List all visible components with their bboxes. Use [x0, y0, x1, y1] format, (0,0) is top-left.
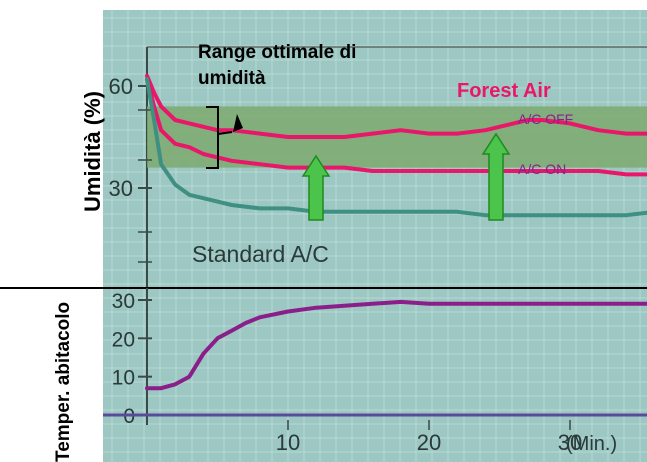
temperature-y-tick-label: 30: [112, 290, 135, 313]
temperature-y-tick-label: 20: [112, 328, 135, 351]
optimal-humidity-band: [147, 106, 647, 168]
x-tick-label: 10: [276, 430, 300, 455]
standard-ac-label: Standard A/C: [192, 241, 329, 267]
plot-background: [103, 10, 647, 462]
range-arrowhead: [233, 114, 243, 132]
standard-ac-line: [145, 77, 647, 218]
range-bracket: [206, 106, 219, 169]
humidity-y-tick-label: 30: [109, 176, 133, 201]
humidity-axis-label: Umidità (%): [80, 91, 105, 212]
cabin-temperature-line: [145, 299, 647, 391]
ac-on-label: A/C ON: [518, 161, 566, 177]
x-tick-label: 20: [417, 430, 441, 455]
grid-lines: [103, 10, 647, 462]
green-up-arrow: [481, 132, 511, 221]
ac-off-line: [145, 73, 647, 139]
range-bracket-pointer: [217, 131, 233, 135]
ac-on-line: [145, 77, 647, 177]
x-axis-unit-label: (Min.): [566, 433, 617, 455]
range-title-line-2: umidità: [198, 68, 266, 89]
humidity-y-tick-label: 60: [109, 74, 133, 99]
forest-air-label: Forest Air: [457, 80, 551, 102]
range-title-line-1: Range ottimale di: [198, 42, 356, 63]
temperature-axis-label: Temper. abitacolo: [53, 301, 74, 462]
ac-off-label: A/C OFF: [518, 111, 573, 127]
x-tick-label: 30: [558, 430, 582, 455]
temperature-y-tick-label: 10: [112, 367, 135, 390]
green-up-arrow: [301, 154, 331, 221]
